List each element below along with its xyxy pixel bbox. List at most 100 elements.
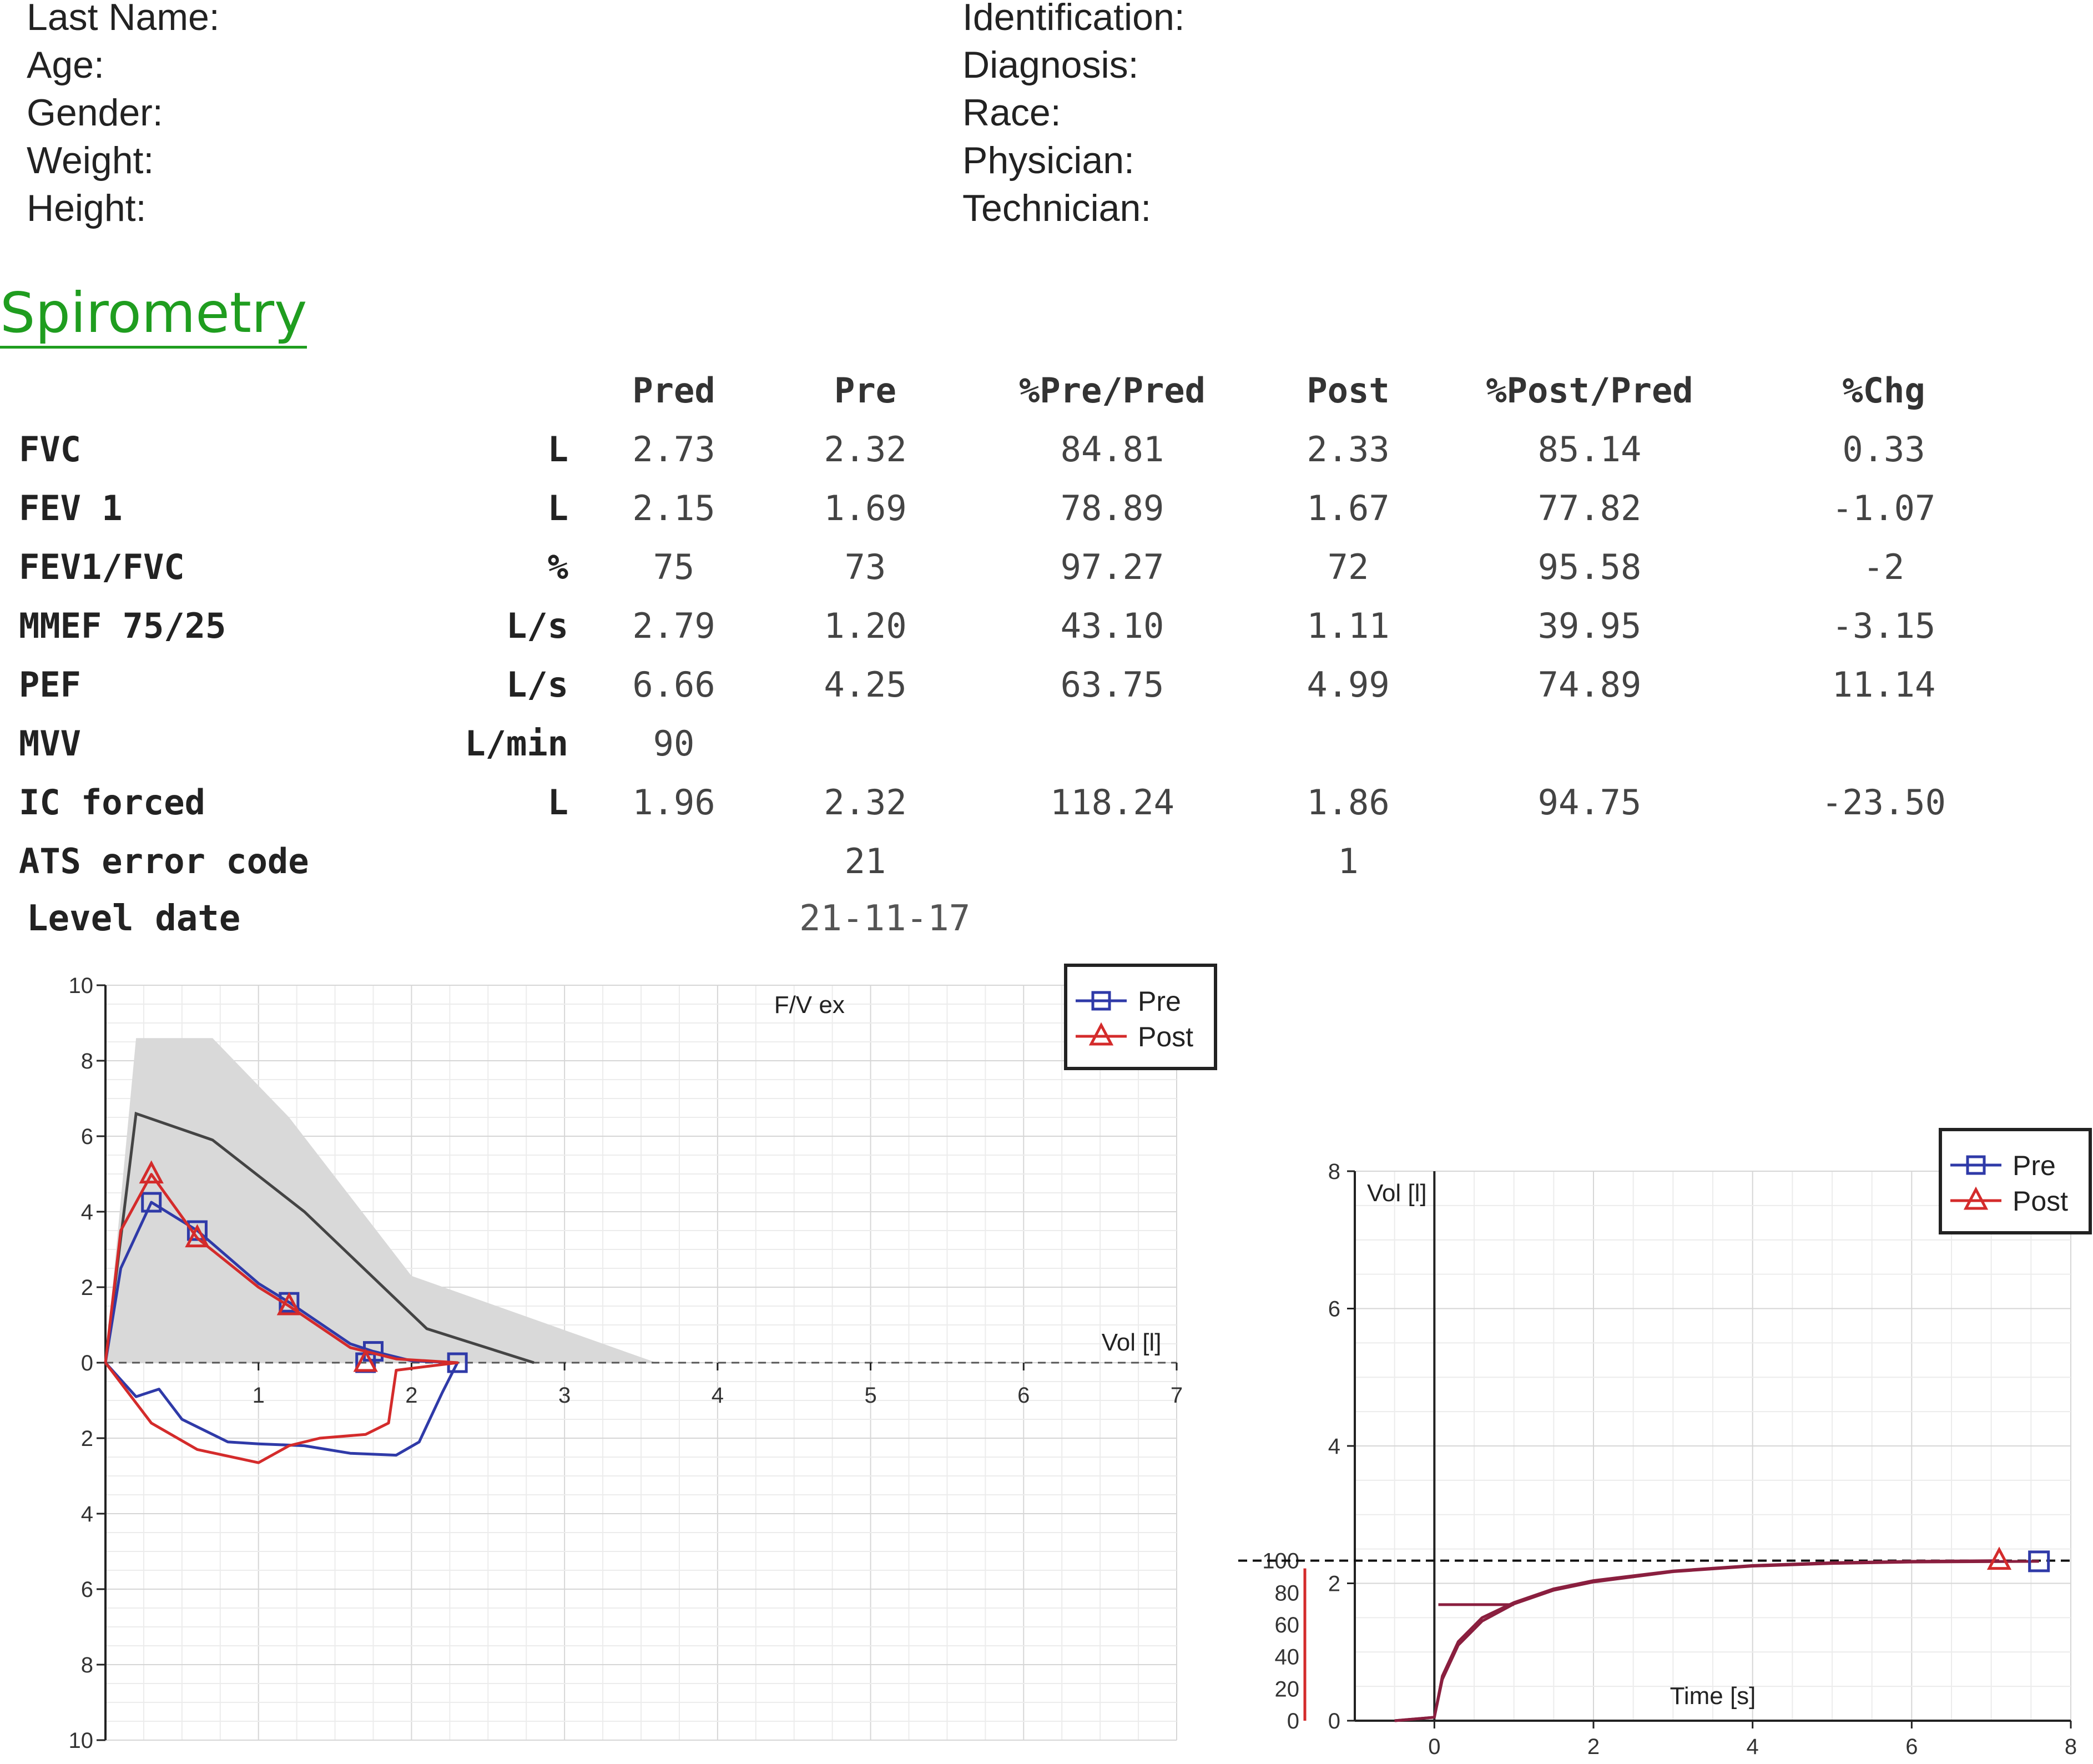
technician-label: Technician: [962,187,1152,229]
table-row: IC forced L 1.96 2.32 118.24 1.86 94.75 -23.50 [13,773,2028,831]
cell-post: 1.11 [1307,605,1390,646]
cell-pred: 90 [653,723,695,764]
series-line-post [104,1173,459,1464]
marker-post [185,1224,210,1248]
predicted-band [105,1038,1177,1363]
diagnosis-label: Diagnosis: [962,44,1139,86]
last-name-label: Last Name: [27,0,220,38]
cell-param: ATS error code [19,840,309,881]
marker-pre [141,1192,162,1213]
secondary-tick-label: 0 [1287,1709,1299,1733]
weight-label: Weight: [27,139,154,182]
cell-param: MVV [19,723,81,764]
x-axis-title: Vol [l] [1102,1329,1162,1356]
age-label: Age: [27,44,104,86]
cell-param: IC forced [19,782,205,823]
cell-pred: 1.96 [632,782,715,823]
identification-label: Identification: [962,0,1185,38]
cell-param: FEV1/FVC [19,546,185,587]
cell-param: MMEF 75/25 [19,605,226,646]
cell-chg: -23.50 [1822,782,1946,823]
cell-pct-post: 95.58 [1537,546,1642,587]
chart-legend: Pre Post [1939,1128,2092,1234]
cell-unit: L/s [506,664,568,705]
y-tick-label: 4 [81,1200,93,1224]
y-axis-title: Vol [l] [1367,1180,1427,1207]
chart-title: F/V ex [774,991,845,1019]
cell-pct-post: 77.82 [1537,487,1642,528]
cell-chg: 11.14 [1832,664,1936,705]
cell-unit [363,831,585,890]
race-label: Race: [962,92,1061,134]
x-tick-label: 0 [1428,1735,1440,1759]
cell-pct-post: 39.95 [1537,605,1642,646]
legend-label-pre: Pre [2013,1150,2056,1181]
cell-chg: -2 [1863,546,1905,587]
legend-box [1939,1128,2092,1234]
cell-post: 1.67 [1307,487,1390,528]
patient-left-fields: Last Name: Age: Gender: Weight: Height: [27,0,220,232]
cell-chg: -1.07 [1832,487,1936,528]
series-line-post [1394,1559,2000,1722]
cell-pct-pre: 43.10 [1060,605,1164,646]
physician-label: Physician: [962,139,1134,182]
level-date-value: 21-11-17 [799,898,971,939]
cell-unit: L/min [465,723,568,764]
x-tick-label: 1 [253,1383,265,1408]
marker-post [1986,1546,2012,1570]
marker-post [139,1160,164,1184]
table-row: PEF L/s 6.66 4.25 63.75 4.99 74.89 11.14 [13,655,2028,714]
cell-param: FVC [19,429,81,470]
y-tick-label: 8 [81,1653,93,1677]
legend-marker-post [1088,1022,1114,1046]
cell-pred [585,831,763,890]
series-line-pre [104,1201,459,1457]
table-row: FVC L 2.73 2.32 84.81 2.33 85.14 0.33 [13,420,2028,478]
secondary-tick-label: 40 [1275,1645,1300,1670]
header-pred: Pred [632,370,715,411]
cell-unit: L [547,429,568,470]
gender-label: Gender: [27,92,163,134]
y-tick-label: 6 [1328,1297,1340,1322]
cell-pre: 2.32 [824,782,907,823]
cell-pred: 2.15 [632,487,715,528]
cell-unit: L [547,782,568,823]
legend-box [1064,964,1217,1070]
cell-pct-pre: 63.75 [1060,664,1164,705]
y-tick-label: 2 [81,1276,93,1300]
x-tick-label: 6 [1017,1383,1030,1408]
x-tick-label: 5 [864,1383,876,1408]
legend-marker-pre [1091,991,1111,1011]
cell-pre: 1.20 [824,605,907,646]
x-tick-label: 7 [1171,1383,1183,1408]
cell-pre: 21 [844,840,886,881]
secondary-tick-label: 60 [1275,1613,1300,1637]
cell-pct-post: 85.14 [1537,429,1642,470]
cell-post: 1 [1338,840,1359,881]
y-tick-label: 6 [81,1577,93,1602]
cell-unit: % [547,546,568,587]
header-pct-post-pred: %Post/Pred [1486,370,1693,411]
cell-param: PEF [19,664,81,705]
marker-post [276,1292,302,1316]
cell-chg [1739,831,2028,890]
cell-pct-pre [968,831,1257,890]
y-tick-label: 0 [1328,1709,1340,1733]
cell-post: 2.33 [1307,429,1390,470]
cell-param: FEV 1 [19,487,123,528]
y-tick-label: 10 [69,974,94,998]
x-tick-label: 3 [558,1383,571,1408]
legend-label-pre: Pre [1138,986,1181,1017]
cell-pred: 2.73 [632,429,715,470]
cell-pre: 73 [844,546,886,587]
table-header-row: Pred Pre %Pre/Pred Post %Post/Pred %Chg [13,361,2028,420]
cell-pct-pre [968,714,1257,773]
cell-post [1257,714,1440,773]
header-chg: %Chg [1842,370,1925,411]
header-pct-pre-pred: %Pre/Pred [1019,370,1206,411]
cell-pct-pre: 97.27 [1060,546,1164,587]
cell-pct-post: 74.89 [1537,664,1642,705]
x-tick-label: 4 [1747,1735,1759,1759]
x-tick-label: 2 [405,1383,417,1408]
